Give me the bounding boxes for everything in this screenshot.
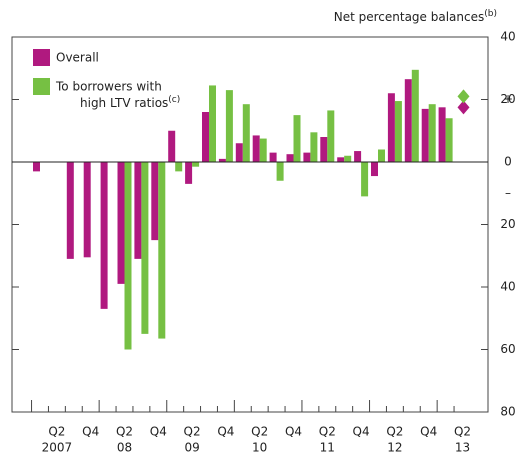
y-tick-label: 80: [500, 405, 515, 419]
bar: [276, 162, 284, 181]
sign-label-minus: –: [505, 186, 511, 200]
bar: [445, 118, 453, 162]
bar: [252, 135, 260, 162]
diamond-marker: [457, 100, 470, 115]
bar: [168, 130, 176, 162]
x-tick-label: Q4: [420, 425, 437, 439]
bar: [66, 162, 74, 259]
bar: [371, 162, 378, 177]
bar: [404, 79, 412, 162]
x-tick-label: Q2: [116, 425, 133, 439]
bar: [141, 162, 149, 334]
bar: [303, 152, 311, 162]
y-axis-label-text: Net percentage balances: [334, 10, 485, 24]
x-year-label: 11: [320, 441, 335, 454]
bar: [151, 162, 159, 241]
x-year-label: 12: [387, 441, 402, 454]
bar: [361, 162, 369, 197]
bar: [100, 162, 108, 309]
bar: [428, 104, 436, 162]
legend-label-line2: high LTV ratios: [80, 96, 168, 110]
bar: [344, 155, 352, 162]
x-year-label: 08: [117, 441, 132, 454]
y-axis-label-note: (b): [484, 9, 497, 19]
x-tick-label: Q2: [454, 425, 471, 439]
legend-swatch: [33, 49, 50, 66]
legend-label: Overall: [56, 51, 99, 65]
legend-label-note: (c): [168, 95, 180, 105]
y-tick-label: 0: [504, 155, 512, 169]
bar: [378, 149, 385, 162]
bar: [192, 162, 200, 167]
legend-swatch: [33, 78, 50, 95]
bar: [134, 162, 142, 259]
bar: [421, 108, 429, 162]
x-year-label: 2007: [42, 441, 73, 454]
x-tick-label: Q2: [48, 425, 65, 439]
bar: [337, 157, 345, 162]
diamond-marker: [457, 89, 470, 104]
bar: [209, 85, 216, 162]
x-tick-label: Q2: [251, 425, 268, 439]
bar: [225, 90, 233, 162]
bar: [124, 162, 132, 350]
y-tick-label: 20: [500, 217, 515, 231]
bar: [394, 101, 402, 162]
x-year-label: 13: [455, 441, 470, 454]
x-tick-label: Q4: [353, 425, 370, 439]
legend-label: To borrowers with: [55, 80, 162, 94]
bar: [286, 154, 294, 162]
bar: [117, 162, 125, 284]
x-tick-label: Q2: [386, 425, 403, 439]
bar: [269, 152, 277, 162]
x-tick-label: Q2: [319, 425, 336, 439]
x-tick-label: Q4: [150, 425, 167, 439]
y-tick-label: 60: [500, 342, 515, 356]
y-tick-label: 40: [500, 30, 515, 44]
x-tick-label: Q4: [82, 425, 99, 439]
bar: [185, 162, 193, 184]
y-tick-label: 40: [500, 280, 515, 294]
bar: [83, 162, 91, 258]
bar: [293, 115, 301, 162]
bar: [235, 143, 243, 162]
legend-label: high LTV ratios(c): [80, 95, 180, 110]
bar: [310, 132, 318, 162]
bar: [438, 107, 446, 162]
bar: [411, 69, 419, 162]
x-year-label: 09: [184, 441, 199, 454]
bar: [320, 137, 328, 162]
bar: [33, 162, 40, 172]
bar: [354, 151, 362, 162]
sign-label-plus: +: [503, 92, 513, 106]
y-axis-label: Net percentage balances(b): [334, 9, 497, 24]
bar: [327, 110, 335, 162]
bar: [387, 93, 395, 162]
y-tick-label: 20: [500, 92, 515, 106]
bar: [242, 104, 250, 162]
bar: [202, 112, 209, 162]
bar: [218, 158, 226, 162]
bar: [259, 138, 267, 162]
x-tick-label: Q4: [285, 425, 302, 439]
x-tick-label: Q2: [184, 425, 201, 439]
bar: [175, 162, 183, 172]
x-tick-label: Q4: [217, 425, 234, 439]
x-year-label: 10: [252, 441, 267, 454]
bar: [158, 162, 166, 339]
